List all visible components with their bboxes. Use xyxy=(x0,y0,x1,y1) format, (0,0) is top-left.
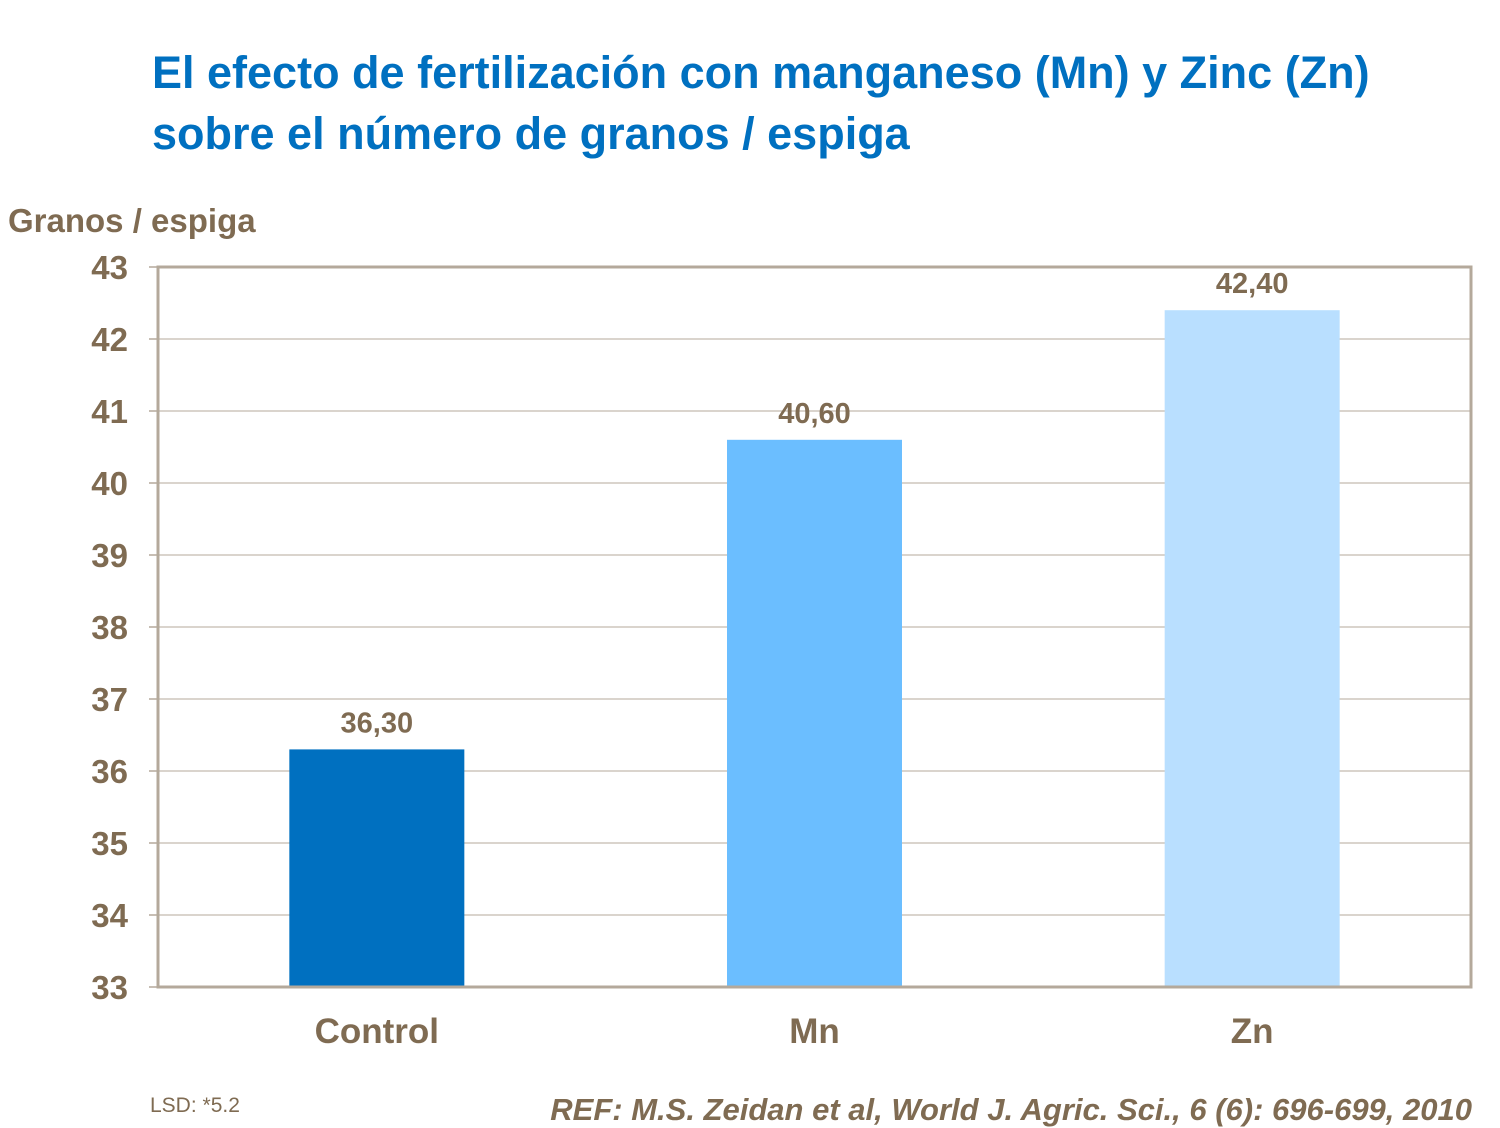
bar-control xyxy=(289,749,465,987)
data-label: 42,40 xyxy=(1216,268,1289,300)
y-tick-label: 38 xyxy=(91,609,128,646)
data-label: 36,30 xyxy=(341,707,414,739)
lsd-note: LSD: *5.2 xyxy=(150,1094,240,1117)
y-tick-label: 39 xyxy=(91,537,128,574)
y-axis-label: Granos / espiga xyxy=(8,202,256,239)
y-tick-label: 40 xyxy=(91,465,128,502)
y-tick-label: 36 xyxy=(91,753,128,790)
bar-zn xyxy=(1164,310,1340,987)
chart-title: El efecto de fertilización con manganeso… xyxy=(152,47,1370,159)
y-tick-label: 41 xyxy=(91,393,128,430)
x-tick-label: Zn xyxy=(1231,1012,1274,1051)
x-tick-label: Control xyxy=(315,1012,439,1051)
y-tick-label: 43 xyxy=(91,249,128,286)
y-tick-label: 34 xyxy=(91,897,128,934)
y-tick-label: 33 xyxy=(91,969,128,1006)
y-tick-label: 35 xyxy=(91,825,128,862)
y-tick-label: 42 xyxy=(91,321,128,358)
plot-border xyxy=(156,265,1473,989)
data-label: 40,60 xyxy=(778,398,851,430)
y-tick-label: 37 xyxy=(91,681,128,718)
reference-citation: REF: M.S. Zeidan et al, World J. Agric. … xyxy=(550,1092,1472,1127)
x-tick-label: Mn xyxy=(789,1012,840,1051)
bar-mn xyxy=(727,439,902,987)
